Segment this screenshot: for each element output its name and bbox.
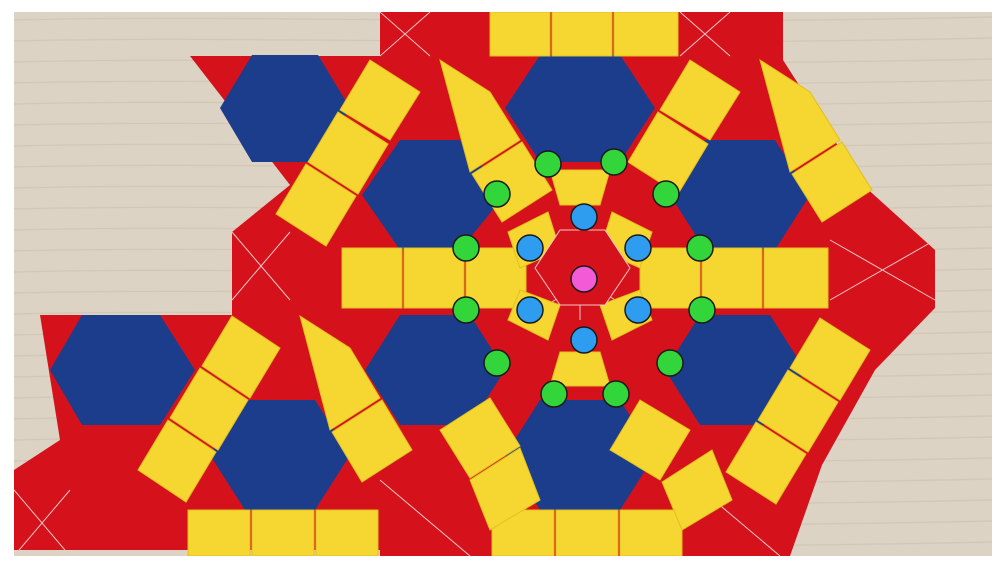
green-counter-marker <box>656 349 684 377</box>
yellow-square-tile <box>275 163 357 247</box>
blue-hexagon-tile <box>665 315 805 425</box>
yellow-square-tile <box>469 447 541 531</box>
green-counter-marker <box>652 180 680 208</box>
tile-seam <box>379 479 471 556</box>
yellow-square-tile <box>791 141 873 223</box>
blue-counter-marker <box>516 296 544 324</box>
blue-hexagon-tile <box>670 140 810 250</box>
yellow-square-tile <box>789 317 871 401</box>
blue-hexagon-tile <box>365 315 505 425</box>
yellow-square-tile <box>307 111 389 195</box>
yellow-square-tile <box>299 314 381 431</box>
yellow-square-tile <box>331 399 413 483</box>
yellow-square-tile <box>659 59 741 141</box>
tile-pattern <box>14 12 936 556</box>
blue-counter-marker <box>624 234 652 262</box>
yellow-square-tile <box>759 58 841 173</box>
yellow-square-tile <box>661 449 733 531</box>
green-counter-marker <box>602 380 630 408</box>
yellow-square-tile <box>439 58 521 173</box>
tile-seam <box>829 239 936 301</box>
yellow-square-tile <box>137 419 217 503</box>
yellow-square-tile <box>613 12 679 57</box>
green-counter-marker <box>534 150 562 178</box>
tile-seam <box>379 12 431 57</box>
yellow-square-tile <box>701 247 763 309</box>
tile-seam <box>14 489 71 556</box>
blue-hexagon-tile <box>50 315 195 425</box>
tile-seam <box>231 231 291 301</box>
tile-mosaic-photo <box>14 12 992 556</box>
yellow-square-tile <box>551 12 613 57</box>
green-counter-marker <box>452 234 480 262</box>
green-counter-marker <box>483 180 511 208</box>
blue-counter-marker <box>624 296 652 324</box>
green-counter-marker <box>600 148 628 176</box>
yellow-square-tile <box>549 169 611 206</box>
yellow-square-tile <box>489 12 551 57</box>
green-counter-marker <box>540 380 568 408</box>
blue-counter-marker <box>570 203 598 231</box>
yellow-square-tile <box>341 247 403 309</box>
yellow-square-tile <box>201 315 281 399</box>
yellow-square-tile <box>251 509 315 556</box>
tile-seam <box>679 12 731 57</box>
yellow-square-tile <box>491 509 555 556</box>
yellow-square-tile <box>725 421 807 505</box>
yellow-square-tile <box>555 509 619 556</box>
yellow-square-tile <box>315 509 379 556</box>
yellow-square-tile <box>403 247 465 309</box>
yellow-square-tile <box>619 509 683 556</box>
yellow-square-tile <box>169 367 249 451</box>
yellow-square-tile <box>339 59 421 141</box>
blue-counter-marker <box>570 326 598 354</box>
mosaic-canvas <box>14 12 992 556</box>
yellow-square-tile <box>757 369 839 453</box>
blue-hexagon-tile <box>220 55 350 162</box>
yellow-square-tile <box>439 397 521 479</box>
blue-hexagon-tile <box>505 400 655 510</box>
green-counter-marker <box>452 296 480 324</box>
yellow-square-tile <box>763 247 829 309</box>
yellow-square-tile <box>187 509 251 556</box>
blue-hexagon-tile <box>210 400 350 510</box>
green-counter-marker <box>686 234 714 262</box>
blue-counter-marker <box>516 234 544 262</box>
yellow-square-tile <box>609 399 691 481</box>
pink-counter-marker <box>570 265 598 293</box>
counter-markers <box>452 148 716 408</box>
green-counter-marker <box>483 349 511 377</box>
green-counter-marker <box>688 296 716 324</box>
blue-hexagon-tile <box>505 55 655 162</box>
yellow-square-tile <box>549 351 611 387</box>
